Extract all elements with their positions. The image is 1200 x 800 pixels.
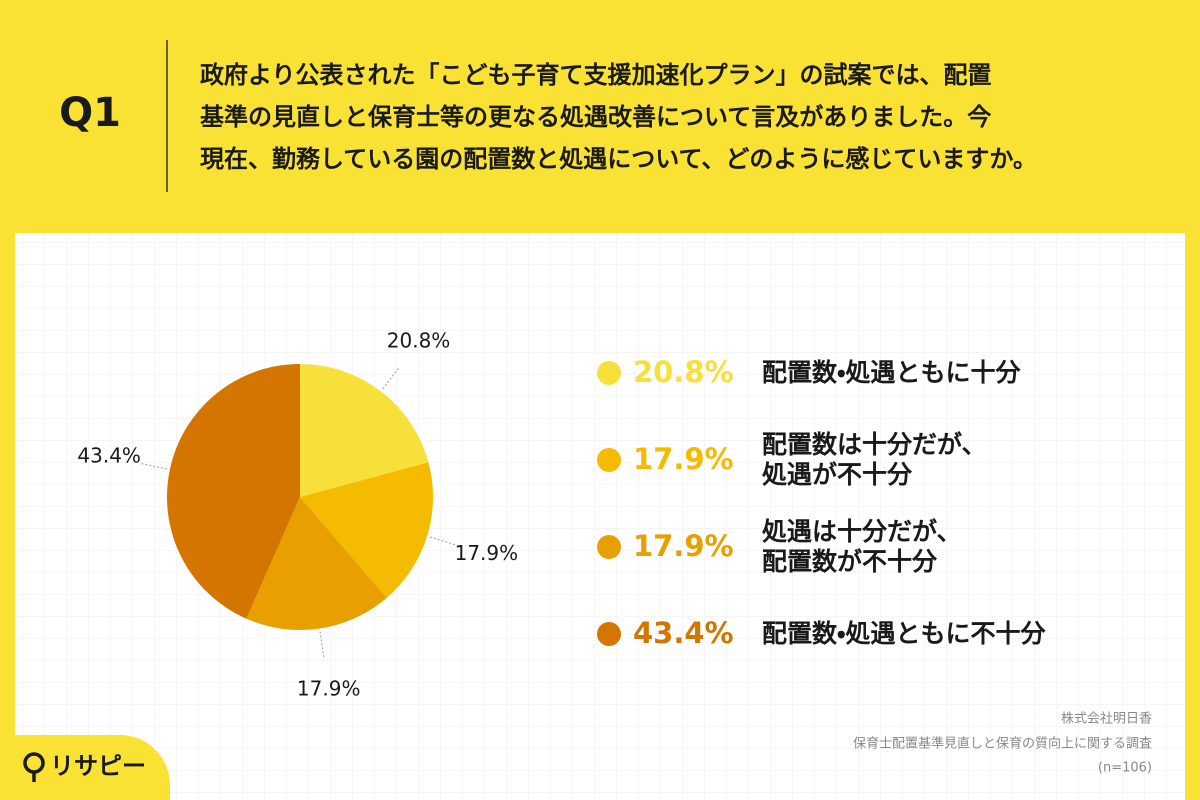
pie-slice [300, 462, 433, 598]
legend-value: 20.8% [633, 355, 734, 389]
legend-marker [597, 622, 621, 646]
source-survey: 保育士配置基準見直しと保育の質向上に関する調査 [853, 736, 1152, 752]
legend-value: 43.4% [633, 616, 734, 650]
source-company: 株式会社明日香 [1061, 712, 1152, 727]
question-line: 政府より公表された「こども子育て支援加速化プラン」の試案では、配置 [200, 61, 992, 89]
legend-label: 配置数は十分だが、処遇が不十分 [762, 430, 987, 489]
legend-label: 処遇は十分だが、配置数が不十分 [762, 517, 962, 576]
logo-background [0, 735, 170, 800]
pie-slice [166, 364, 300, 619]
source-sample: (n=106) [1098, 761, 1152, 776]
data-label: 17.9% [455, 541, 519, 565]
legend-value: 17.9% [633, 442, 734, 476]
leader-line [382, 367, 400, 390]
pie-slice [246, 497, 387, 631]
legend-value: 17.9% [633, 529, 734, 563]
plot: 20.8% 17.9% 17.9% 43.4% 20.8% 配置数・処遇ともに十分 17.9… [77, 329, 1046, 701]
pie-slice [300, 364, 429, 497]
legend-marker [597, 361, 621, 385]
logo: リサピー [50, 752, 146, 780]
question-line: 現在、勤務している園の配置数と処遇について、どのように感じていますか。 [200, 145, 1037, 173]
leader-line [429, 536, 456, 546]
question-label: Q1 [59, 90, 121, 136]
leader-line [140, 462, 168, 470]
legend-label: 配置数・処遇ともに不十分 [762, 619, 1047, 648]
data-label: 17.9% [297, 676, 361, 700]
question-line: 基準の見直しと保育士等の更なる処遇改善について言及がありました。今 [200, 103, 991, 131]
legend-label: 配置数・処遇ともに十分 [762, 358, 1022, 387]
question: 政府より公表された「こども子育て支援加速化プラン」の試案では、配置基準の見直しと… [200, 61, 1037, 173]
legend-marker [597, 535, 621, 559]
leader-line [319, 631, 325, 659]
data-label: 20.8% [387, 329, 451, 353]
data-label: 43.4% [77, 443, 141, 467]
legend-marker [597, 448, 621, 472]
